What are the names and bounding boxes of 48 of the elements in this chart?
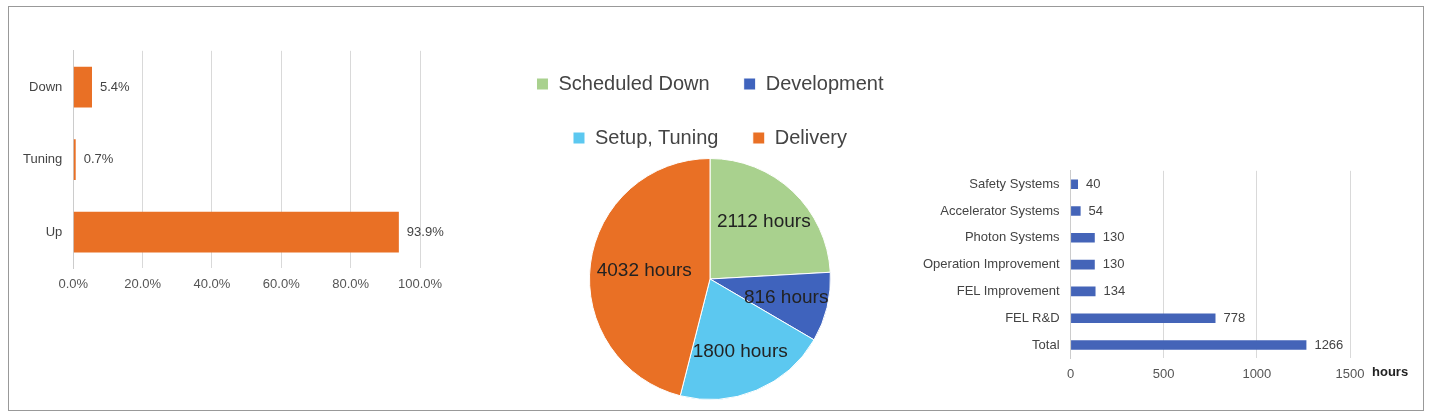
bar (1071, 232, 1095, 243)
y-tick-label: Down (29, 78, 63, 94)
data-label: 40 (1086, 175, 1101, 191)
data-label: 130 (1102, 256, 1125, 272)
x-tick-label: 1000 (1242, 365, 1272, 381)
y-tick-label: Safety Systems (969, 175, 1061, 191)
data-label: 4032 hours (596, 258, 692, 280)
data-label: 1266 (1314, 336, 1344, 352)
data-label: 54 (1088, 202, 1104, 218)
y-tick-label: Tuning (22, 151, 63, 167)
x-tick-label: 0.0% (58, 275, 89, 291)
bar (1071, 313, 1216, 324)
y-tick-label: FEL R&D (1005, 309, 1060, 325)
data-label: 778 (1223, 309, 1246, 325)
data-label: 93.9% (406, 223, 445, 239)
y-tick-label: FEL Improvement (956, 282, 1060, 298)
x-tick-label: 20.0% (124, 275, 162, 291)
bar (1071, 259, 1095, 270)
bar (1071, 286, 1096, 297)
bar (1071, 340, 1307, 350)
data-label: 130 (1102, 229, 1125, 245)
y-tick-label: Up (45, 223, 63, 239)
data-label: 2112 hours (716, 210, 811, 232)
bar (1071, 206, 1081, 216)
y-tick-label: Photon Systems (964, 229, 1061, 245)
y-tick-label: Operation Improvement (922, 256, 1060, 272)
y-tick-label: Total (1032, 336, 1060, 352)
legend-label: Scheduled Down (558, 71, 710, 94)
x-tick-label: 40.0% (193, 275, 231, 291)
x-tick-label: 1500 (1335, 365, 1365, 381)
x-tick-label: 500 (1152, 365, 1175, 381)
x-tick-label: 100.0% (397, 275, 443, 291)
y-tick-label: Accelerator Systems (940, 202, 1061, 218)
legend-label: Delivery (774, 125, 848, 148)
legend-label: Development (765, 71, 884, 94)
data-label: 0.7% (83, 151, 114, 167)
bar (1071, 179, 1079, 190)
x-axis-title: hours (1372, 363, 1409, 379)
data-label: 5.4% (99, 78, 131, 94)
x-tick-label: 0 (1066, 365, 1075, 381)
x-tick-label: 60.0% (262, 275, 301, 291)
data-label: 1800 hours (692, 339, 788, 361)
x-tick-label: 80.0% (332, 275, 370, 291)
legend-label: Setup, Tuning (594, 125, 719, 148)
bar (73, 66, 92, 108)
bar (73, 211, 399, 253)
data-label: 816 hours (743, 285, 829, 307)
data-label: 134 (1103, 282, 1126, 298)
